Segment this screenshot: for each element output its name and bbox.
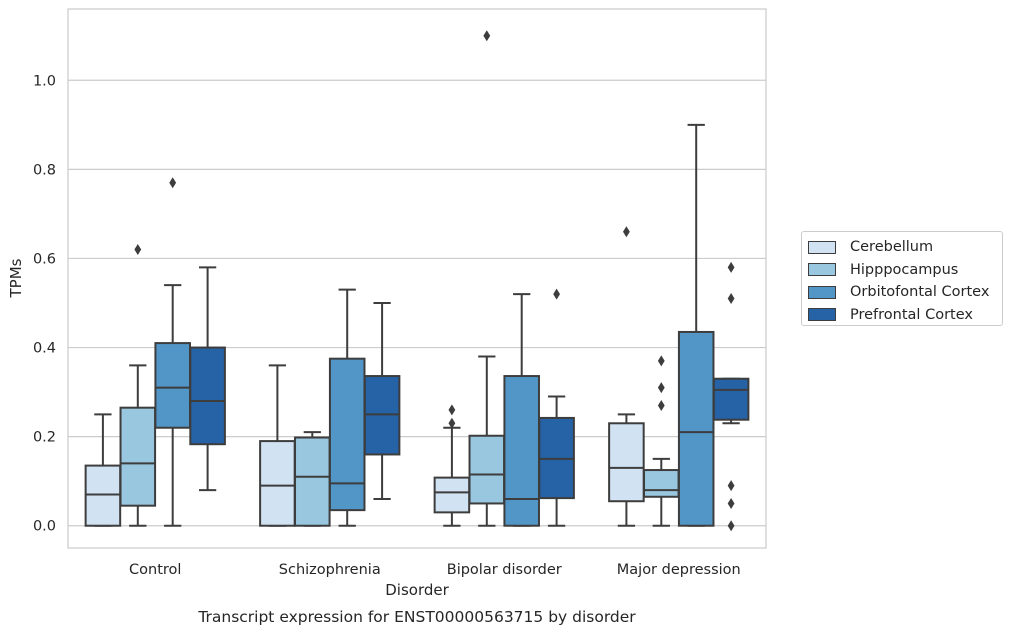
y-tick-labels: 0.0 0.2 0.4 0.6 0.8 1.0 [33, 73, 56, 534]
box-plot-marks [84, 30, 750, 532]
y-tick-label: 0.8 [33, 162, 56, 178]
x-tick-labels: Control Schizophrenia Bipolar disorder Majo… [129, 562, 741, 578]
legend-swatch [808, 240, 836, 254]
x-tick-label: Major depression [617, 562, 741, 578]
outlier-point [727, 497, 735, 509]
outlier-point [169, 177, 177, 189]
iqr-box [119, 406, 157, 507]
box-hipppocampus [643, 355, 680, 527]
outlier-point [448, 404, 456, 416]
box-cerebellum [259, 364, 296, 527]
box-orbitofontal-cortex [677, 123, 715, 527]
box-orbitofontal-cortex [154, 177, 191, 527]
iqr-box [189, 346, 226, 446]
outlier-point [134, 244, 142, 256]
plot-frame [67, 8, 767, 549]
outlier-point [657, 399, 665, 411]
legend-label: Orbitofontal Cortex [850, 284, 990, 301]
y-axis-label: TPMs [7, 258, 25, 298]
box-cerebellum [608, 226, 645, 527]
x-tick-label: Bipolar disorder [447, 562, 562, 578]
box-hipppocampus [294, 431, 331, 527]
outlier-point [623, 226, 630, 238]
legend-item: Hipppocampus [808, 259, 1002, 282]
box-prefrontal-cortex [712, 261, 750, 532]
box-orbitofontal-cortex [328, 288, 366, 527]
iqr-box [468, 434, 506, 505]
iqr-box [712, 377, 750, 421]
iqr-box [677, 330, 715, 527]
x-tick-label: Schizophrenia [279, 562, 381, 578]
y-tick-label: 1.0 [33, 73, 56, 89]
outlier-point [553, 288, 560, 300]
iqr-box [643, 469, 680, 498]
box-hipppocampus [468, 30, 506, 527]
box-cerebellum [84, 413, 122, 527]
iqr-box [259, 440, 296, 527]
y-tick-label: 0.2 [33, 430, 56, 446]
iqr-box [154, 342, 191, 429]
legend-item: Orbitofontal Cortex [808, 281, 1002, 304]
outlier-point [727, 293, 735, 305]
outlier-point [727, 520, 735, 532]
legend-swatch [808, 263, 836, 277]
outlier-point [483, 30, 491, 42]
box-prefrontal-cortex [189, 266, 226, 492]
legend: Cerebellum Hipppocampus Orbitofontal Corte… [801, 231, 1003, 326]
iqr-box [84, 464, 122, 527]
legend-label: Prefrontal Cortex [850, 306, 973, 323]
box-hipppocampus [119, 244, 157, 527]
iqr-box [503, 375, 540, 527]
iqr-box [433, 476, 471, 514]
iqr-box [294, 436, 331, 527]
legend-swatch [808, 285, 836, 299]
iqr-box [608, 422, 645, 503]
legend-label: Hipppocampus [850, 261, 959, 278]
x-tick-label: Control [129, 562, 181, 578]
outlier-point [657, 382, 665, 394]
box-prefrontal-cortex [538, 288, 575, 527]
x-axis-label: Disorder [385, 581, 449, 599]
outlier-point [727, 480, 735, 492]
y-tick-label: 0.4 [33, 341, 56, 357]
box-cerebellum [433, 404, 471, 527]
iqr-box [328, 357, 366, 512]
box-orbitofontal-cortex [503, 293, 540, 527]
outlier-point [657, 355, 665, 367]
legend-item: Prefrontal Cortex [808, 304, 1002, 327]
legend-label: Cerebellum [850, 239, 934, 256]
box-prefrontal-cortex [363, 302, 401, 500]
legend-item: Cerebellum [808, 236, 1002, 259]
outlier-point [448, 417, 456, 429]
y-tick-label: 0.6 [33, 251, 56, 267]
outlier-point [727, 261, 735, 273]
legend-swatch [808, 308, 836, 322]
y-tick-label: 0.0 [33, 519, 56, 535]
chart-title: Transcript expression for ENST0000056371… [197, 608, 636, 626]
